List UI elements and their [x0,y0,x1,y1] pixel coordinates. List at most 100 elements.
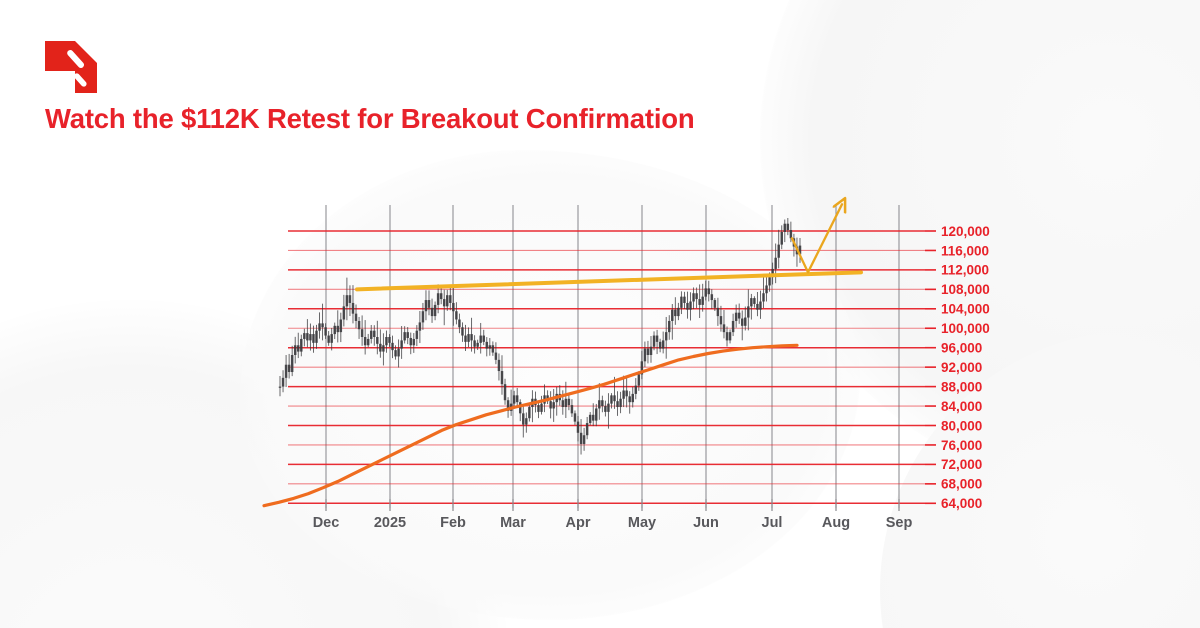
y-axis-tick-label: 100,000 [941,321,990,336]
x-axis-tick-label: Dec [313,515,340,531]
candle-body [798,245,802,255]
candle-body [704,288,707,297]
candle-body [677,307,680,317]
candle-body [747,306,750,318]
candle-body [634,385,638,394]
candle-body [540,403,543,412]
candle-body [628,396,631,403]
candle-body [728,332,732,341]
candle-body [780,231,784,245]
candle-body [473,340,476,347]
candle-body [528,407,531,419]
candle-body [759,301,762,310]
candle-body [312,334,315,343]
candle-body [406,332,409,338]
y-axis-tick-label: 108,000 [941,282,990,297]
y-axis-tick-label: 84,000 [941,399,982,414]
candle-body [525,418,528,425]
candle-body [360,329,364,338]
candle-body [296,345,300,352]
candle-body [452,302,455,312]
y-axis-tick-label: 88,000 [941,379,982,394]
x-axis-ticks [325,499,900,511]
x-axis-tick-label: Feb [440,515,466,531]
candle-body [503,384,507,401]
y-axis-tick-label: 96,000 [941,341,982,356]
candle-body [768,277,771,286]
candle-body [710,294,714,301]
candle-body [640,361,644,375]
candle-body [649,346,653,355]
candle-body [327,335,330,343]
candle-body [625,390,628,397]
candle-body [366,338,370,346]
y-axis-tick-label: 92,000 [941,360,982,375]
candle-body [619,398,622,408]
candle-body [661,340,665,349]
candle-body [461,327,464,336]
candle-body [652,335,656,347]
candle-body [713,300,717,308]
candle-body [689,301,692,310]
candle-body [740,318,744,326]
candle-body [762,293,765,302]
candle-body [655,335,659,342]
candle-body [698,299,701,305]
candle-body [686,302,689,310]
candle-body [458,319,461,328]
candle-body [777,244,780,258]
candle-body [579,432,583,444]
candle-body [494,352,498,360]
candle-body [309,334,312,341]
candle-body [446,295,449,307]
candle-body [549,401,552,409]
x-axis-tick-label: Apr [566,515,591,531]
candle-body [637,374,641,386]
candle-body [765,285,768,294]
candle-body [427,300,431,308]
candle-body [588,414,592,424]
candle-body [303,333,306,339]
x-axis-tick-label: Mar [500,515,526,531]
candle-body [394,350,397,357]
candle-body [567,398,571,406]
candle-body [707,288,711,295]
candle-body [622,390,625,399]
candle-body [357,320,361,330]
x-axis-tick-label: 2025 [374,515,406,531]
candle-body [582,435,586,444]
candle-body [719,316,723,325]
candle-body [412,338,416,346]
candle-body [397,348,400,357]
candle-body [388,337,391,343]
candle-body [442,299,446,307]
resistance-trendline [355,270,863,292]
candle-body [771,268,774,278]
candle-body [695,293,698,300]
candle-body [783,223,787,232]
candle-body [631,393,634,403]
candle-body [753,298,756,304]
candle-body [683,296,686,303]
candle-body [479,335,482,343]
brand-logo-icon [45,41,97,93]
candle-body [293,345,297,355]
candle-body [382,345,385,352]
candle-body [321,323,324,328]
candle-body [646,348,650,355]
candle-body [400,340,403,349]
candle-body [610,395,613,404]
candle-body [281,377,285,387]
candle-body [430,307,434,317]
candle-body [722,324,726,333]
moving-average-line [262,343,799,508]
candle-body [278,386,282,388]
candle-body [467,334,470,342]
candle-body [564,398,568,408]
candle-body [731,320,735,333]
candle-body [500,371,504,385]
candle-body [284,364,288,378]
candle-body [658,341,662,349]
candle-body [667,320,671,333]
